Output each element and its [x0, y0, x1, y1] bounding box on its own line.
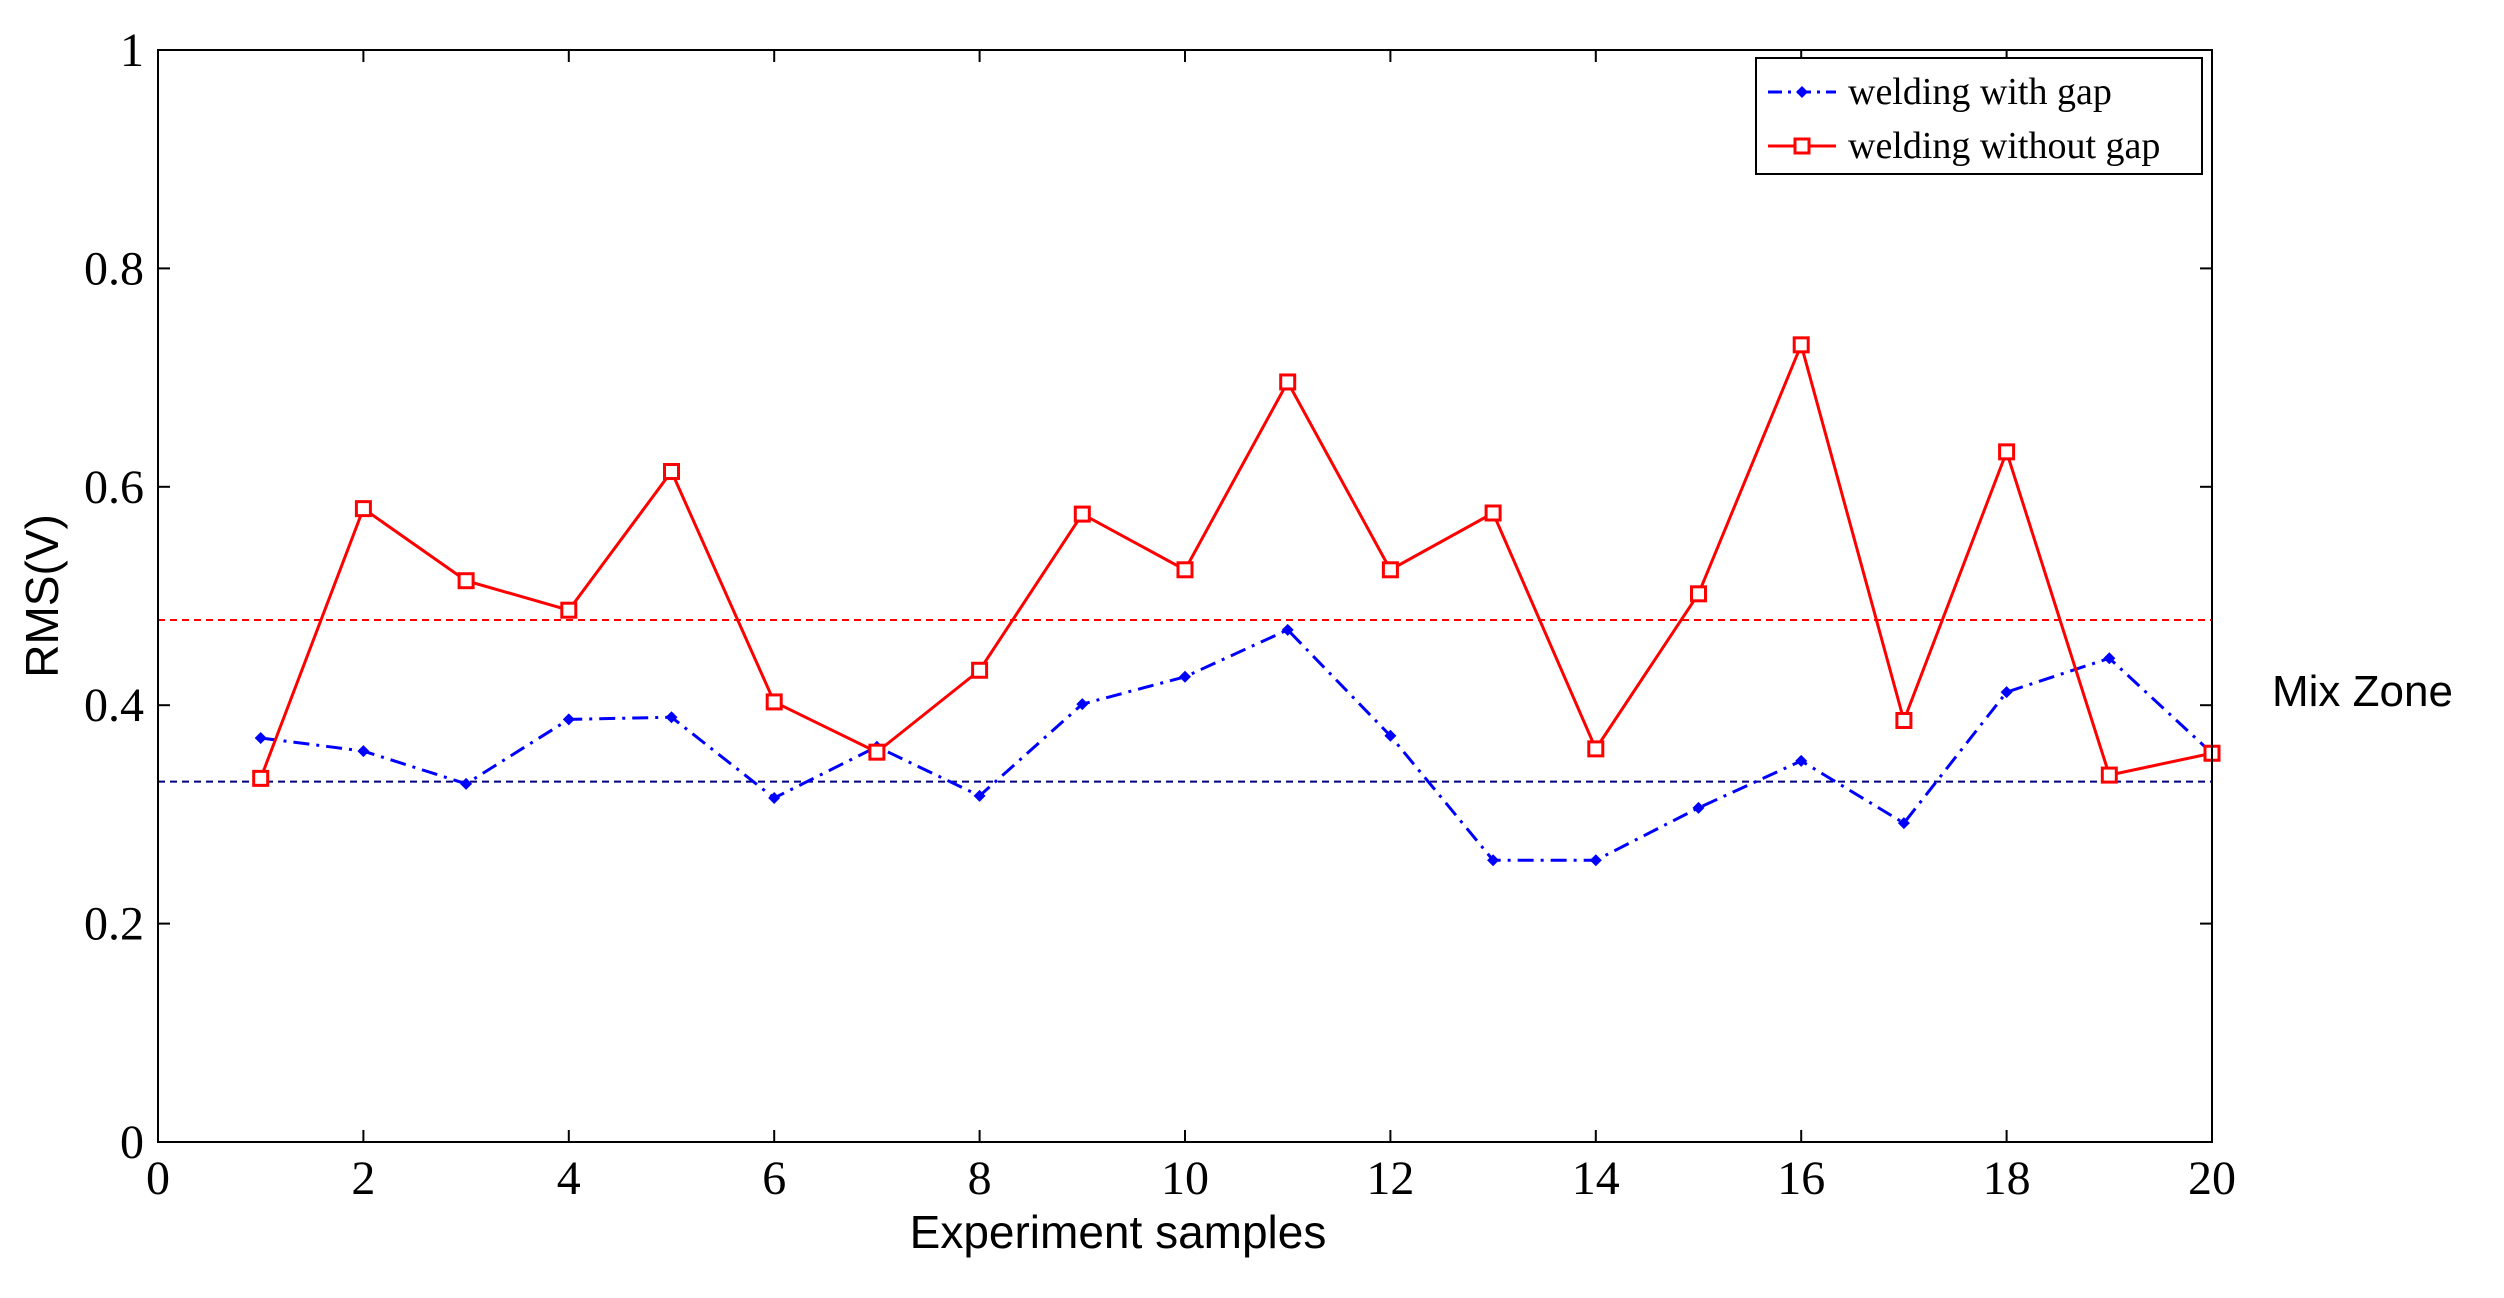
data-point: [868, 743, 886, 761]
data-point: [1897, 817, 1910, 830]
y-tick-label: 0: [120, 1116, 144, 1169]
data-point: [1176, 561, 1194, 579]
data-point: [1179, 670, 1191, 683]
legend-marker-nogap: [1793, 137, 1811, 155]
x-axis-title: Experiment samples: [910, 1206, 1327, 1258]
data-point: [254, 731, 267, 744]
data-point: [663, 463, 680, 481]
series-line: [260, 628, 2214, 862]
x-tick-label: 8: [968, 1152, 992, 1205]
data-point: [357, 745, 370, 758]
data-point: [562, 713, 575, 726]
legend-label-gap: welding with gap: [1848, 71, 2112, 113]
y-tick-label: 0.8: [84, 242, 144, 295]
data-point: [973, 789, 986, 802]
plot-area: [158, 50, 2212, 1142]
data-point: [765, 693, 783, 711]
y-tick-label: 1: [120, 24, 144, 77]
x-tick-label: 20: [2188, 1152, 2236, 1205]
data-point: [252, 769, 270, 787]
x-tick-label: 12: [1366, 1152, 1414, 1205]
x-tick-label: 0: [146, 1152, 170, 1205]
data-point: [460, 777, 473, 790]
data-point: [1076, 698, 1089, 711]
data-point: [1589, 854, 1602, 867]
legend: welding with gap welding without gap: [1755, 57, 2203, 175]
y-tick-label: 0.4: [84, 679, 144, 732]
data-point: [1381, 561, 1399, 579]
y-tick-label: 0.2: [84, 898, 144, 951]
data-point: [457, 572, 475, 590]
data-point: [1384, 729, 1397, 742]
x-tick-label: 10: [1161, 1152, 1209, 1205]
data-point: [1795, 754, 1808, 767]
data-point: [1487, 854, 1500, 867]
data-point: [1484, 504, 1502, 522]
data-point: [354, 500, 372, 518]
legend-marker-gap: [1796, 86, 1808, 98]
data-point: [665, 711, 678, 724]
x-tick-label: 2: [351, 1152, 375, 1205]
data-point: [1279, 373, 1297, 391]
mix-zone-annotation: Mix Zone: [2272, 667, 2453, 716]
data-point: [1998, 443, 2016, 461]
ticks-layer: 0 2 4 6 8 10 12 14 16 18 20 0 0.2 0.4 0.6 0.8 1: [84, 24, 2236, 1205]
x-tick-label: 16: [1777, 1152, 1825, 1205]
data-point: [1792, 336, 1810, 354]
data-point: [971, 661, 989, 679]
series-line: [259, 340, 2213, 779]
data-point: [2103, 652, 2116, 665]
data-point: [1281, 623, 1294, 636]
series-welding-without-gap: [252, 336, 2221, 787]
y-axis-title: RMS(V): [16, 514, 68, 678]
data-point: [2100, 766, 2118, 784]
x-tick-label: 14: [1572, 1152, 1620, 1205]
legend-label-nogap: welding without gap: [1848, 125, 2160, 167]
data-point: [1690, 585, 1707, 603]
reference-lines: [158, 619, 2212, 783]
data-point: [768, 792, 781, 805]
data-point: [2000, 686, 2013, 699]
legend-box: [1755, 57, 2203, 175]
x-tick-label: 4: [557, 1152, 581, 1205]
data-point: [560, 601, 578, 619]
x-tick-label: 6: [762, 1152, 786, 1205]
y-tick-label: 0.6: [84, 461, 144, 514]
data-point: [1073, 505, 1091, 523]
data-point: [1895, 711, 1913, 729]
data-point: [1587, 740, 1605, 758]
series-layer: [252, 336, 2221, 867]
data-point: [1692, 801, 1705, 814]
x-tick-label: 18: [1983, 1152, 2031, 1205]
